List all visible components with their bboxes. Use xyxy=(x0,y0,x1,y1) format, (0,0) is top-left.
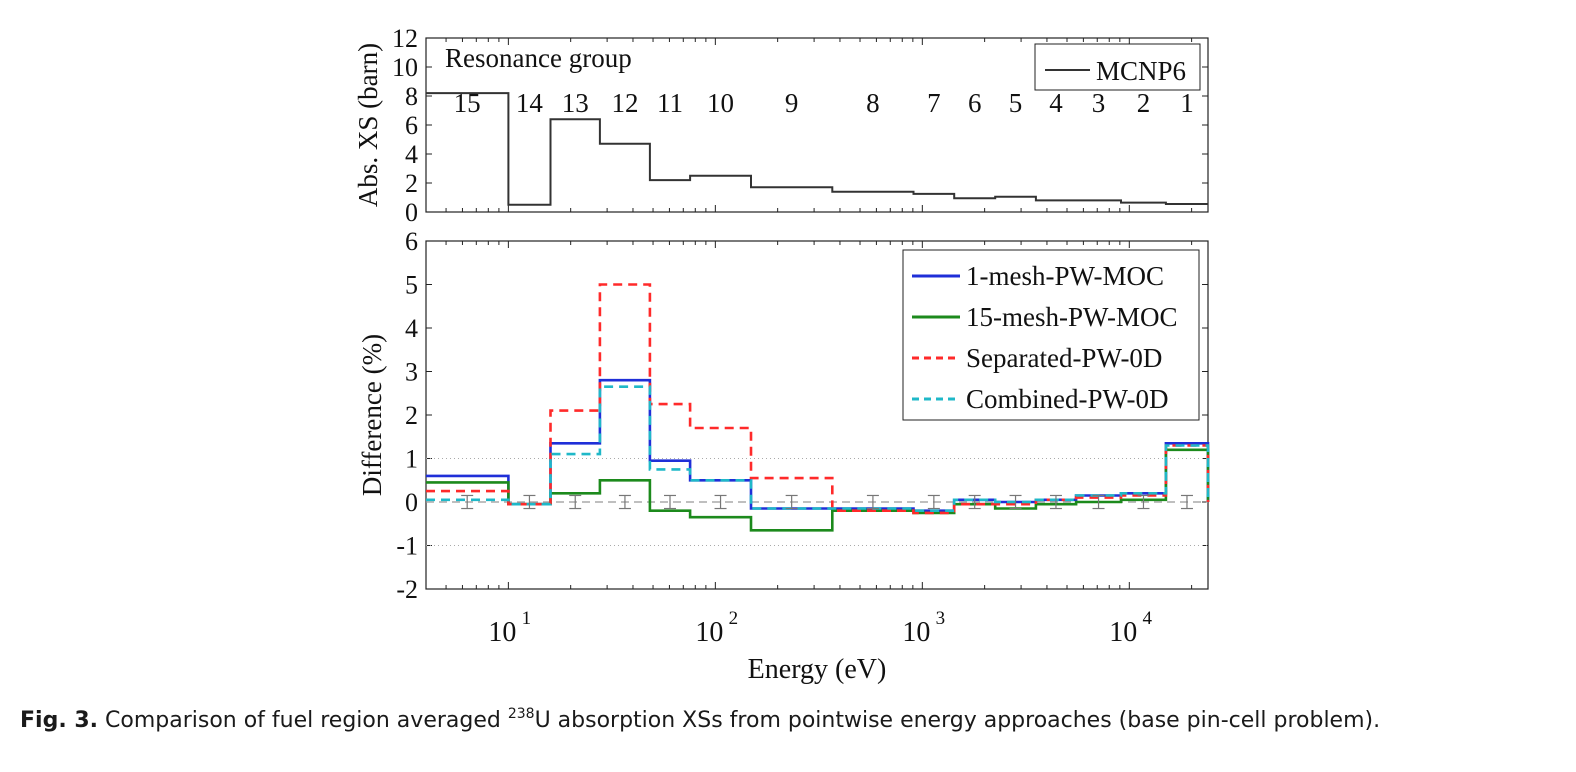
bottom-ytick-label: 3 xyxy=(405,358,418,387)
caption-text-after: U absorption XSs from pointwise energy a… xyxy=(534,708,1381,733)
top-ytick-label: 12 xyxy=(392,24,418,53)
error-bar xyxy=(1180,494,1193,510)
top-ytick-label: 2 xyxy=(405,169,418,198)
resonance-group-number: 4 xyxy=(1049,88,1063,118)
error-bar xyxy=(523,494,536,510)
series-line-separated-pw-0d xyxy=(426,283,1210,515)
x-axis-label: Energy (eV) xyxy=(748,654,887,685)
figure: 0 2 4 6 8 10 12 -2 -1 0 1 2 3 4 5 6 10 1 10 2 10 3 10 4 Energy (… xyxy=(353,24,1210,685)
resonance-group-number: 13 xyxy=(562,88,589,118)
resonance-group-number: 2 xyxy=(1137,88,1151,118)
top-ytick-label: 6 xyxy=(405,111,418,140)
resonance-group-number: 7 xyxy=(927,88,941,118)
xtick-label: 10 xyxy=(488,617,516,648)
resonance-group-number: 6 xyxy=(968,88,982,118)
error-bar xyxy=(968,494,981,510)
mcnp6-step-line xyxy=(426,92,1208,206)
error-bar xyxy=(1049,494,1062,510)
error-bar xyxy=(664,494,677,510)
xtick-label: 10 xyxy=(1109,617,1137,648)
xtick-label: 10 xyxy=(695,617,723,648)
legend-label-15-mesh-pw-moc: 15-mesh-PW-MOC xyxy=(966,302,1178,332)
resonance-group-number: 5 xyxy=(1009,88,1023,118)
error-bar xyxy=(866,494,879,510)
caption-text-before: Comparison of fuel region averaged xyxy=(105,708,501,733)
resonance-group-number: 9 xyxy=(785,88,799,118)
resonance-group-number: 1 xyxy=(1180,88,1194,118)
series-line-combined-pw-0d xyxy=(426,385,1210,512)
top-ytick-label: 8 xyxy=(405,82,418,111)
error-bar xyxy=(785,494,798,510)
legend-label-mcnp6: MCNP6 xyxy=(1096,56,1186,86)
bottom-ytick-label: 5 xyxy=(405,271,418,300)
figure-caption: Fig. 3. Comparison of fuel region averag… xyxy=(20,706,1560,733)
error-bar xyxy=(927,494,940,510)
resonance-group-number: 11 xyxy=(657,88,683,118)
bottom-ytick-label: 0 xyxy=(405,488,418,517)
bottom-ytick-label: -1 xyxy=(396,532,418,561)
resonance-group-number: 14 xyxy=(516,88,544,118)
resonance-group-number: 10 xyxy=(707,88,734,118)
legend-label-separated-pw-0d: Separated-PW-0D xyxy=(966,343,1162,373)
error-bar xyxy=(461,494,474,510)
error-bar xyxy=(1009,494,1022,510)
error-bar xyxy=(569,494,582,510)
bottom-ytick-label: -2 xyxy=(396,575,418,604)
top-legend-box xyxy=(1034,43,1201,91)
error-bar xyxy=(1137,494,1150,510)
resonance-group-number: 12 xyxy=(611,88,638,118)
bottom-ytick-label: 6 xyxy=(405,227,418,256)
xtick-label-exponent: 1 xyxy=(522,608,532,629)
error-bar xyxy=(618,494,631,510)
bottom-y-axis-label: Difference (%) xyxy=(357,334,387,496)
caption-superscript: 238 xyxy=(507,706,535,722)
xtick-label-exponent: 3 xyxy=(936,608,946,629)
error-bar xyxy=(714,494,727,510)
top-ytick-label: 0 xyxy=(405,198,418,227)
resonance-group-number: 3 xyxy=(1092,88,1106,118)
bottom-ytick-label: 2 xyxy=(405,401,418,430)
resonance-group-annotation: Resonance group xyxy=(445,43,632,73)
top-ytick-label: 4 xyxy=(405,140,418,169)
top-legend xyxy=(1034,43,1201,91)
bottom-ytick-label: 4 xyxy=(405,314,418,343)
legend-label-combined-pw-0d: Combined-PW-0D xyxy=(966,384,1169,414)
series-line-15-mesh-pw-moc xyxy=(426,448,1210,532)
top-ytick-label: 10 xyxy=(392,53,418,82)
xtick-label: 10 xyxy=(902,617,930,648)
resonance-group-number: 8 xyxy=(866,88,880,118)
error-bar xyxy=(1092,494,1105,510)
caption-label: Fig. 3. xyxy=(20,708,98,733)
legend-label-1-mesh-pw-moc: 1-mesh-PW-MOC xyxy=(966,261,1164,291)
bottom-legend-box xyxy=(902,249,1200,421)
bottom-ytick-label: 1 xyxy=(405,445,418,474)
top-y-axis-label: Abs. XS (barn) xyxy=(353,43,383,207)
xtick-label-exponent: 2 xyxy=(729,608,739,629)
xtick-label-exponent: 4 xyxy=(1143,608,1153,629)
